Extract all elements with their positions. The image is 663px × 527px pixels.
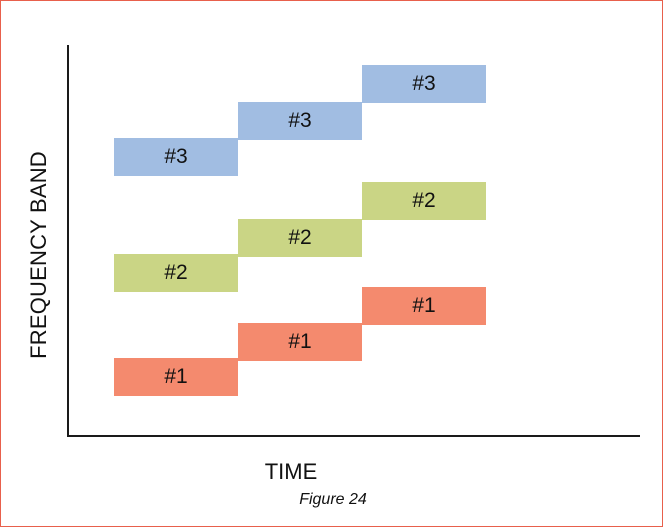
figure-caption: Figure 24	[299, 491, 367, 508]
band1-slot3-block: #1	[362, 287, 486, 325]
band2-slot2-block: #2	[238, 219, 362, 257]
band3-slot3-block: #3	[362, 65, 486, 103]
band1-slot1-block: #1	[114, 358, 238, 396]
band2-slot3-block: #2	[362, 182, 486, 220]
y-axis-line	[67, 45, 69, 436]
x-axis-line	[67, 435, 640, 437]
band3-slot2-block: #3	[238, 102, 362, 140]
x-axis-label: TIME	[264, 459, 318, 484]
band3-slot1-block: #3	[114, 138, 238, 176]
band1-slot2-block: #1	[238, 323, 362, 361]
y-axis-label: FREQUENCY BAND	[26, 151, 51, 359]
band2-slot1-block: #2	[114, 254, 238, 292]
